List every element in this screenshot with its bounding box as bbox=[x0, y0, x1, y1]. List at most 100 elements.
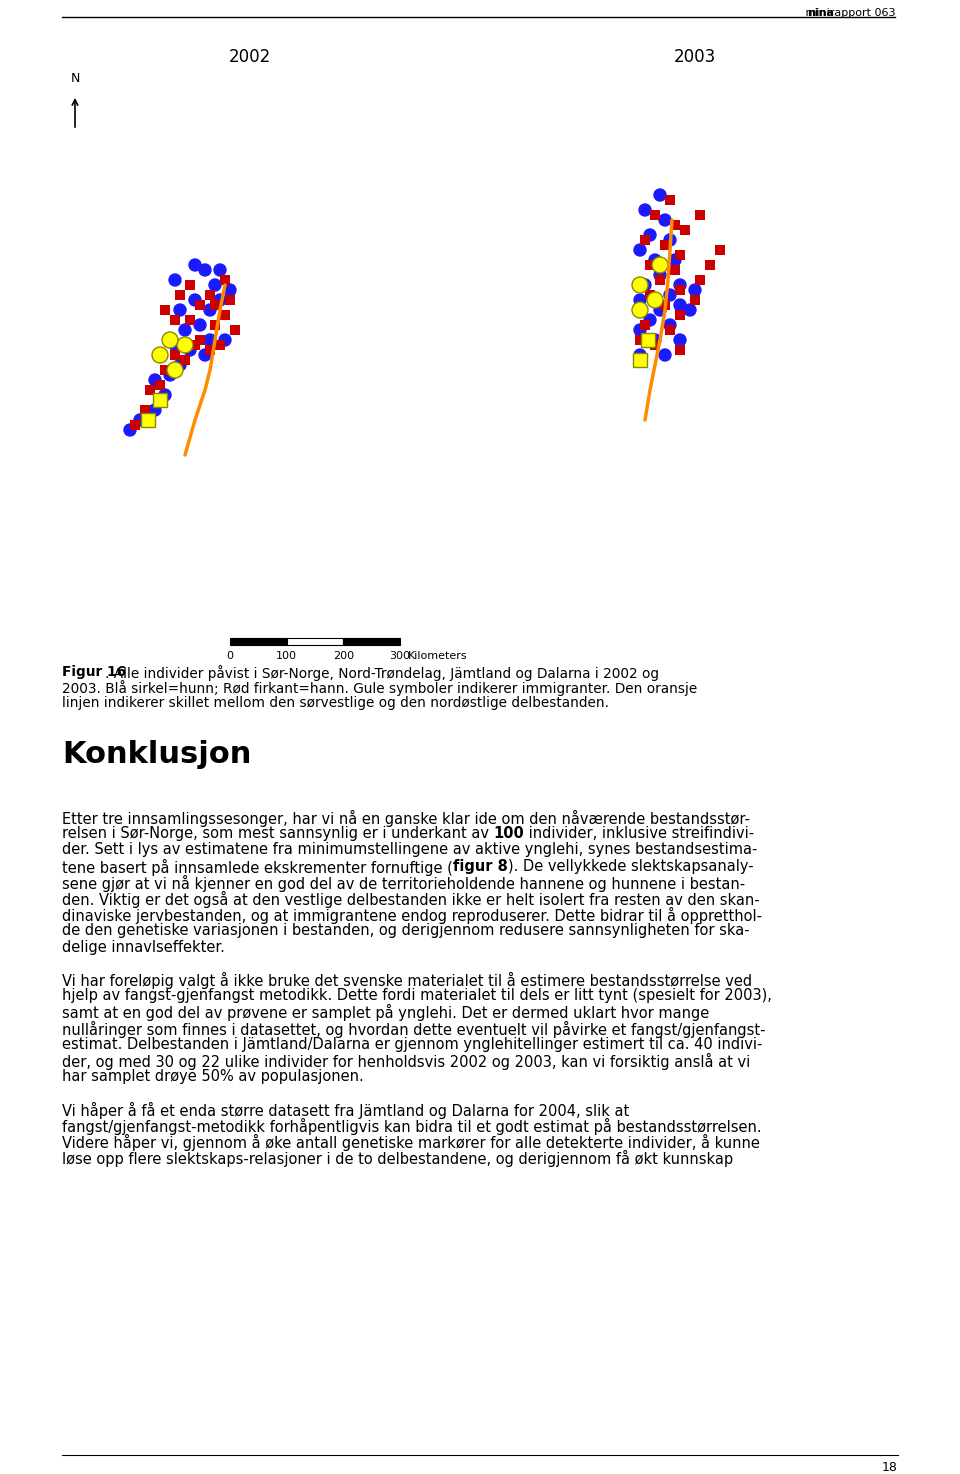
Circle shape bbox=[159, 389, 171, 401]
Circle shape bbox=[644, 314, 656, 326]
Text: Kilometers: Kilometers bbox=[408, 652, 468, 660]
Bar bbox=[665, 195, 675, 205]
Bar bbox=[640, 320, 650, 330]
Text: delige innavlseffekter.: delige innavlseffekter. bbox=[62, 939, 225, 955]
Bar bbox=[155, 380, 165, 391]
Bar bbox=[145, 385, 155, 395]
Circle shape bbox=[674, 279, 686, 290]
Text: linjen indikerer skillet mellom den sørvestlige og den nordøstlige delbestanden.: linjen indikerer skillet mellom den sørv… bbox=[62, 696, 609, 710]
Bar bbox=[210, 320, 220, 330]
Text: minirapport 063: minirapport 063 bbox=[803, 7, 896, 18]
Text: hjelp av fangst-gjenfangst metodikk. Dette fordi materialet til dels er litt tyn: hjelp av fangst-gjenfangst metodikk. Det… bbox=[62, 988, 772, 1004]
Bar bbox=[675, 310, 685, 320]
Bar bbox=[195, 301, 205, 310]
Text: ). De vellykkede slektskapsanaly-: ). De vellykkede slektskapsanaly- bbox=[508, 858, 754, 874]
Bar bbox=[715, 245, 725, 255]
Bar bbox=[633, 352, 647, 367]
Text: 2003: 2003 bbox=[674, 49, 716, 66]
Circle shape bbox=[652, 256, 668, 273]
Circle shape bbox=[654, 268, 666, 282]
Circle shape bbox=[224, 284, 236, 296]
Bar bbox=[287, 638, 344, 646]
Circle shape bbox=[664, 289, 676, 301]
Text: figur 8: figur 8 bbox=[453, 858, 508, 874]
Circle shape bbox=[189, 293, 201, 307]
Circle shape bbox=[649, 254, 661, 265]
Circle shape bbox=[654, 304, 666, 315]
Text: 100: 100 bbox=[493, 827, 524, 842]
Circle shape bbox=[164, 368, 176, 380]
Bar bbox=[344, 638, 400, 646]
Circle shape bbox=[184, 343, 196, 357]
Circle shape bbox=[169, 339, 181, 351]
Bar bbox=[141, 413, 155, 427]
Circle shape bbox=[659, 214, 671, 226]
Bar bbox=[160, 305, 170, 315]
Text: nullåringer som finnes i datasettet, og hvordan dette eventuelt vil påvirke et f: nullåringer som finnes i datasettet, og … bbox=[62, 1020, 765, 1038]
Circle shape bbox=[674, 299, 686, 311]
Text: estimat. Delbestanden i Jämtland/Dalarna er gjennom ynglehitellinger estimert ti: estimat. Delbestanden i Jämtland/Dalarna… bbox=[62, 1036, 762, 1052]
Text: fangst/gjenfangst-metodikk forhåpentligvis kan bidra til et godt estimat på best: fangst/gjenfangst-metodikk forhåpentligv… bbox=[62, 1117, 761, 1135]
Circle shape bbox=[174, 304, 186, 315]
Circle shape bbox=[634, 324, 646, 336]
Bar bbox=[170, 315, 180, 324]
Bar bbox=[210, 301, 220, 310]
Text: dinaviske jervbestanden, og at immigrantene endog reproduserer. Dette bidrar til: dinaviske jervbestanden, og at immigrant… bbox=[62, 907, 762, 924]
Circle shape bbox=[204, 304, 216, 315]
Bar bbox=[160, 366, 170, 374]
Text: 18: 18 bbox=[882, 1461, 898, 1474]
Circle shape bbox=[632, 277, 648, 293]
Bar bbox=[205, 290, 215, 301]
Bar bbox=[641, 333, 655, 346]
Bar bbox=[225, 295, 235, 305]
Text: tene basert på innsamlede ekskrementer fornuftige (: tene basert på innsamlede ekskrementer f… bbox=[62, 858, 453, 876]
Bar bbox=[650, 209, 660, 220]
Circle shape bbox=[149, 374, 161, 386]
Bar bbox=[185, 315, 195, 324]
Bar bbox=[670, 265, 680, 276]
Text: 0: 0 bbox=[227, 652, 233, 660]
Text: nina: nina bbox=[807, 7, 834, 18]
Circle shape bbox=[134, 414, 146, 426]
Text: N: N bbox=[70, 72, 80, 85]
Bar bbox=[645, 259, 655, 270]
Text: Konklusjon: Konklusjon bbox=[62, 740, 252, 769]
Text: samt at en god del av prøvene er samplet på ynglehi. Det er dermed uklart hvor m: samt at en god del av prøvene er samplet… bbox=[62, 1004, 709, 1021]
Circle shape bbox=[174, 360, 186, 371]
Circle shape bbox=[669, 254, 681, 265]
Circle shape bbox=[632, 302, 648, 318]
Text: der, og med 30 og 22 ulike individer for henholdsvis 2002 og 2003, kan vi forsik: der, og med 30 og 22 ulike individer for… bbox=[62, 1052, 751, 1070]
Bar bbox=[665, 324, 675, 335]
Circle shape bbox=[219, 335, 231, 346]
Circle shape bbox=[639, 279, 651, 290]
Text: Videre håper vi, gjennom å øke antall genetiske markører for alle detekterte ind: Videre håper vi, gjennom å øke antall ge… bbox=[62, 1134, 760, 1151]
Bar bbox=[175, 290, 185, 301]
Text: Vi har foreløpig valgt å ikke bruke det svenske materialet til å estimere bestan: Vi har foreløpig valgt å ikke bruke det … bbox=[62, 971, 752, 989]
Bar bbox=[650, 340, 660, 349]
Bar bbox=[645, 290, 655, 301]
Circle shape bbox=[664, 234, 676, 246]
Circle shape bbox=[674, 335, 686, 346]
Bar bbox=[655, 276, 665, 284]
Text: har samplet drøye 50% av populasjonen.: har samplet drøye 50% av populasjonen. bbox=[62, 1069, 364, 1085]
Bar bbox=[675, 345, 685, 355]
Circle shape bbox=[199, 264, 211, 276]
Circle shape bbox=[177, 338, 193, 352]
Circle shape bbox=[167, 363, 183, 377]
Circle shape bbox=[689, 284, 701, 296]
Bar bbox=[660, 240, 670, 251]
Bar bbox=[660, 301, 670, 310]
Bar bbox=[185, 280, 195, 290]
Text: 100: 100 bbox=[276, 652, 298, 660]
Circle shape bbox=[194, 318, 206, 332]
Circle shape bbox=[634, 245, 646, 256]
Text: 2002: 2002 bbox=[228, 49, 271, 66]
Text: de den genetiske variasjonen i bestanden, og derigjennom redusere sannsynlighete: de den genetiske variasjonen i bestanden… bbox=[62, 923, 750, 939]
Bar bbox=[180, 355, 190, 366]
Circle shape bbox=[169, 274, 181, 286]
Text: relsen i Sør-Norge, som mest sannsynlig er i underkant av: relsen i Sør-Norge, som mest sannsynlig … bbox=[62, 827, 493, 842]
Circle shape bbox=[179, 324, 191, 336]
Circle shape bbox=[214, 293, 226, 307]
Circle shape bbox=[214, 264, 226, 276]
Circle shape bbox=[634, 293, 646, 307]
